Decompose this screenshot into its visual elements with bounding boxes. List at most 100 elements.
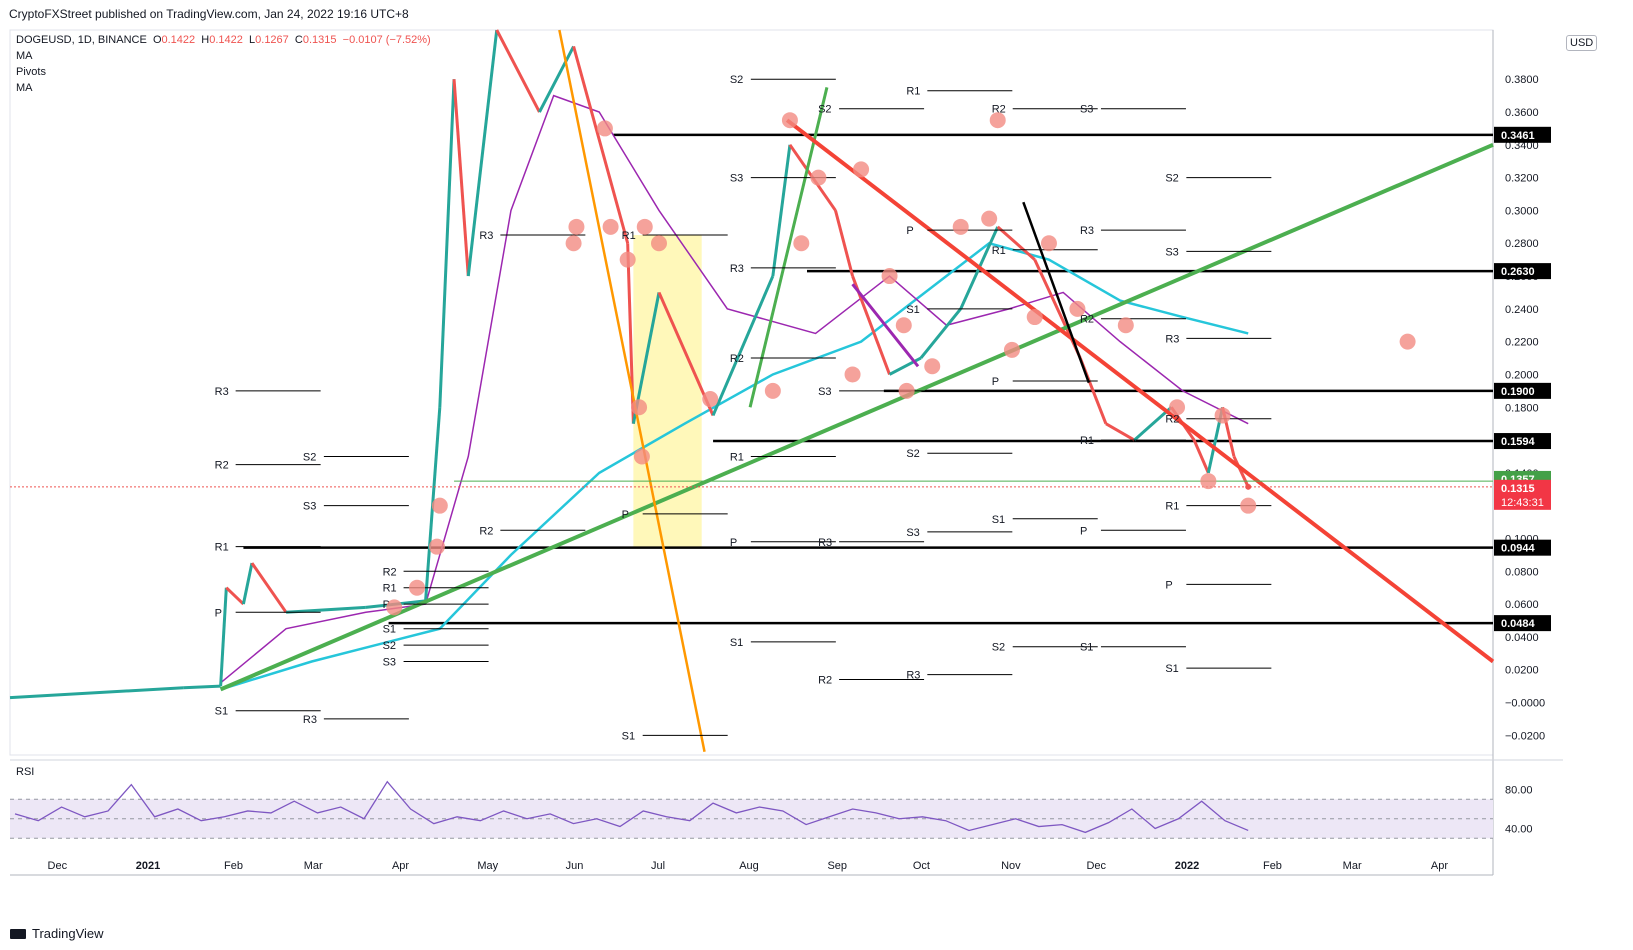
pivot-label: S3 xyxy=(818,386,831,398)
swing-circle xyxy=(981,210,998,227)
swing-circle xyxy=(1214,407,1231,424)
time-tick-label: Feb xyxy=(1263,860,1282,872)
pivot-label: R2 xyxy=(383,566,397,578)
price-tick-label: 0.3600 xyxy=(1505,107,1539,119)
swing-circle xyxy=(596,120,613,137)
time-tick-label: Jul xyxy=(651,860,665,872)
level-tag xyxy=(1494,263,1551,280)
price-tick-label: −0.0200 xyxy=(1505,730,1545,742)
pivot-label: S1 xyxy=(1080,642,1093,654)
level-tag-label: 0.3461 xyxy=(1501,130,1535,142)
price-tick-label: 0.0400 xyxy=(1505,632,1539,644)
swing-circle xyxy=(428,538,445,555)
price-tick-label: 0.0600 xyxy=(1505,599,1539,611)
swing-circle xyxy=(898,382,915,399)
pivot-label: S1 xyxy=(1165,663,1178,675)
pivot-label: R2 xyxy=(479,525,493,537)
price-tick-label: 0.2000 xyxy=(1505,369,1539,381)
swing-circle xyxy=(793,235,810,252)
time-tick-label: Mar xyxy=(1343,860,1362,872)
high-value: 0.1422 xyxy=(209,34,243,46)
price-candle-segment xyxy=(996,225,1036,261)
tradingview-logo[interactable]: TradingView xyxy=(10,926,104,941)
indicator-ma-2[interactable]: MA xyxy=(16,82,33,94)
swing-circle xyxy=(895,317,912,334)
trendline-purple xyxy=(851,283,920,368)
pivot-label: S2 xyxy=(818,104,831,116)
trendline-black xyxy=(1022,201,1090,384)
indicator-ma-1[interactable]: MA xyxy=(16,50,33,62)
pivot-label: R3 xyxy=(479,230,493,242)
rsi-label[interactable]: RSI xyxy=(16,766,35,778)
price-candle-segment xyxy=(241,562,254,605)
swing-circle xyxy=(1040,235,1057,252)
level-tag xyxy=(1494,539,1551,556)
time-tick-label: 2021 xyxy=(136,860,160,872)
countdown-label: 12:43:31 xyxy=(1501,497,1544,509)
time-tick-label: Dec xyxy=(48,860,68,872)
currency-button[interactable]: USD xyxy=(1566,35,1598,51)
swing-circle xyxy=(781,112,798,129)
swing-circle xyxy=(1117,317,1134,334)
swing-circle xyxy=(631,399,648,416)
price-candle-segment xyxy=(1133,406,1173,442)
price-candle-segment xyxy=(834,210,855,277)
price-tick-label: 0.2200 xyxy=(1505,337,1539,349)
time-tick-label: Aug xyxy=(739,860,759,872)
swing-circle xyxy=(1200,473,1217,490)
swing-circle xyxy=(1399,333,1416,350)
price-candle-segment xyxy=(919,307,962,359)
pivot-label: R2 xyxy=(818,675,832,687)
swing-circle xyxy=(386,599,403,616)
close-label: C xyxy=(294,34,303,46)
price-candle-segment xyxy=(219,587,228,687)
price-tick-label: −0.0000 xyxy=(1505,698,1545,710)
pivot-label: R2 xyxy=(215,460,229,472)
swing-circle xyxy=(565,235,582,252)
swing-circle xyxy=(764,382,781,399)
swing-circle xyxy=(844,366,861,383)
swing-circle xyxy=(633,448,650,465)
swing-circle xyxy=(1169,399,1186,416)
pivot-label: R1 xyxy=(215,542,229,554)
price-tick-label: 0.0800 xyxy=(1505,566,1539,578)
pivot-label: S2 xyxy=(906,448,919,460)
swing-circle xyxy=(952,218,969,235)
pivot-label: R3 xyxy=(818,537,832,549)
time-tick-label: May xyxy=(477,860,498,872)
swing-circle xyxy=(602,218,619,235)
price-tick-label: 0.0200 xyxy=(1505,665,1539,677)
price-candle-segment xyxy=(538,45,575,113)
swing-circle xyxy=(1240,497,1257,514)
pivot-label: R3 xyxy=(1165,333,1179,345)
price-tick-label: 0.1800 xyxy=(1505,402,1539,414)
level-tag-label: 0.1594 xyxy=(1501,436,1536,448)
trendline-green-long xyxy=(219,142,1494,692)
pivot-label: S1 xyxy=(215,706,228,718)
price-candle-segment xyxy=(225,586,245,606)
pivot-label: S3 xyxy=(303,501,316,513)
price-candle-segment xyxy=(572,46,630,244)
level-tag xyxy=(1494,615,1551,632)
symbol-name[interactable]: DOGEUSD, 1D, BINANCE xyxy=(16,34,147,46)
symbol-legend[interactable]: DOGEUSD, 1D, BINANCE O0.1422 H0.1422 L0.… xyxy=(16,34,431,46)
swing-circle xyxy=(409,579,426,596)
pivot-label: S1 xyxy=(622,730,635,742)
indicator-pivots[interactable]: Pivots xyxy=(16,66,46,78)
swing-circle xyxy=(702,391,719,408)
pivot-label: S2 xyxy=(992,642,1005,654)
swing-circle xyxy=(650,235,667,252)
pivot-label: R3 xyxy=(215,386,229,398)
open-value: 0.1422 xyxy=(161,34,196,46)
rsi-tick-label: 40.00 xyxy=(1505,824,1533,836)
price-candle-segment xyxy=(286,605,366,614)
pivot-label: S1 xyxy=(383,624,396,636)
pivot-label: S2 xyxy=(1165,173,1178,185)
swing-circle xyxy=(881,268,898,285)
time-tick-label: Jun xyxy=(566,860,584,872)
level-tag-label: 0.0944 xyxy=(1501,543,1536,555)
price-candle-segment xyxy=(438,79,456,408)
level-tag xyxy=(1494,126,1551,143)
swing-circle xyxy=(1003,341,1020,358)
